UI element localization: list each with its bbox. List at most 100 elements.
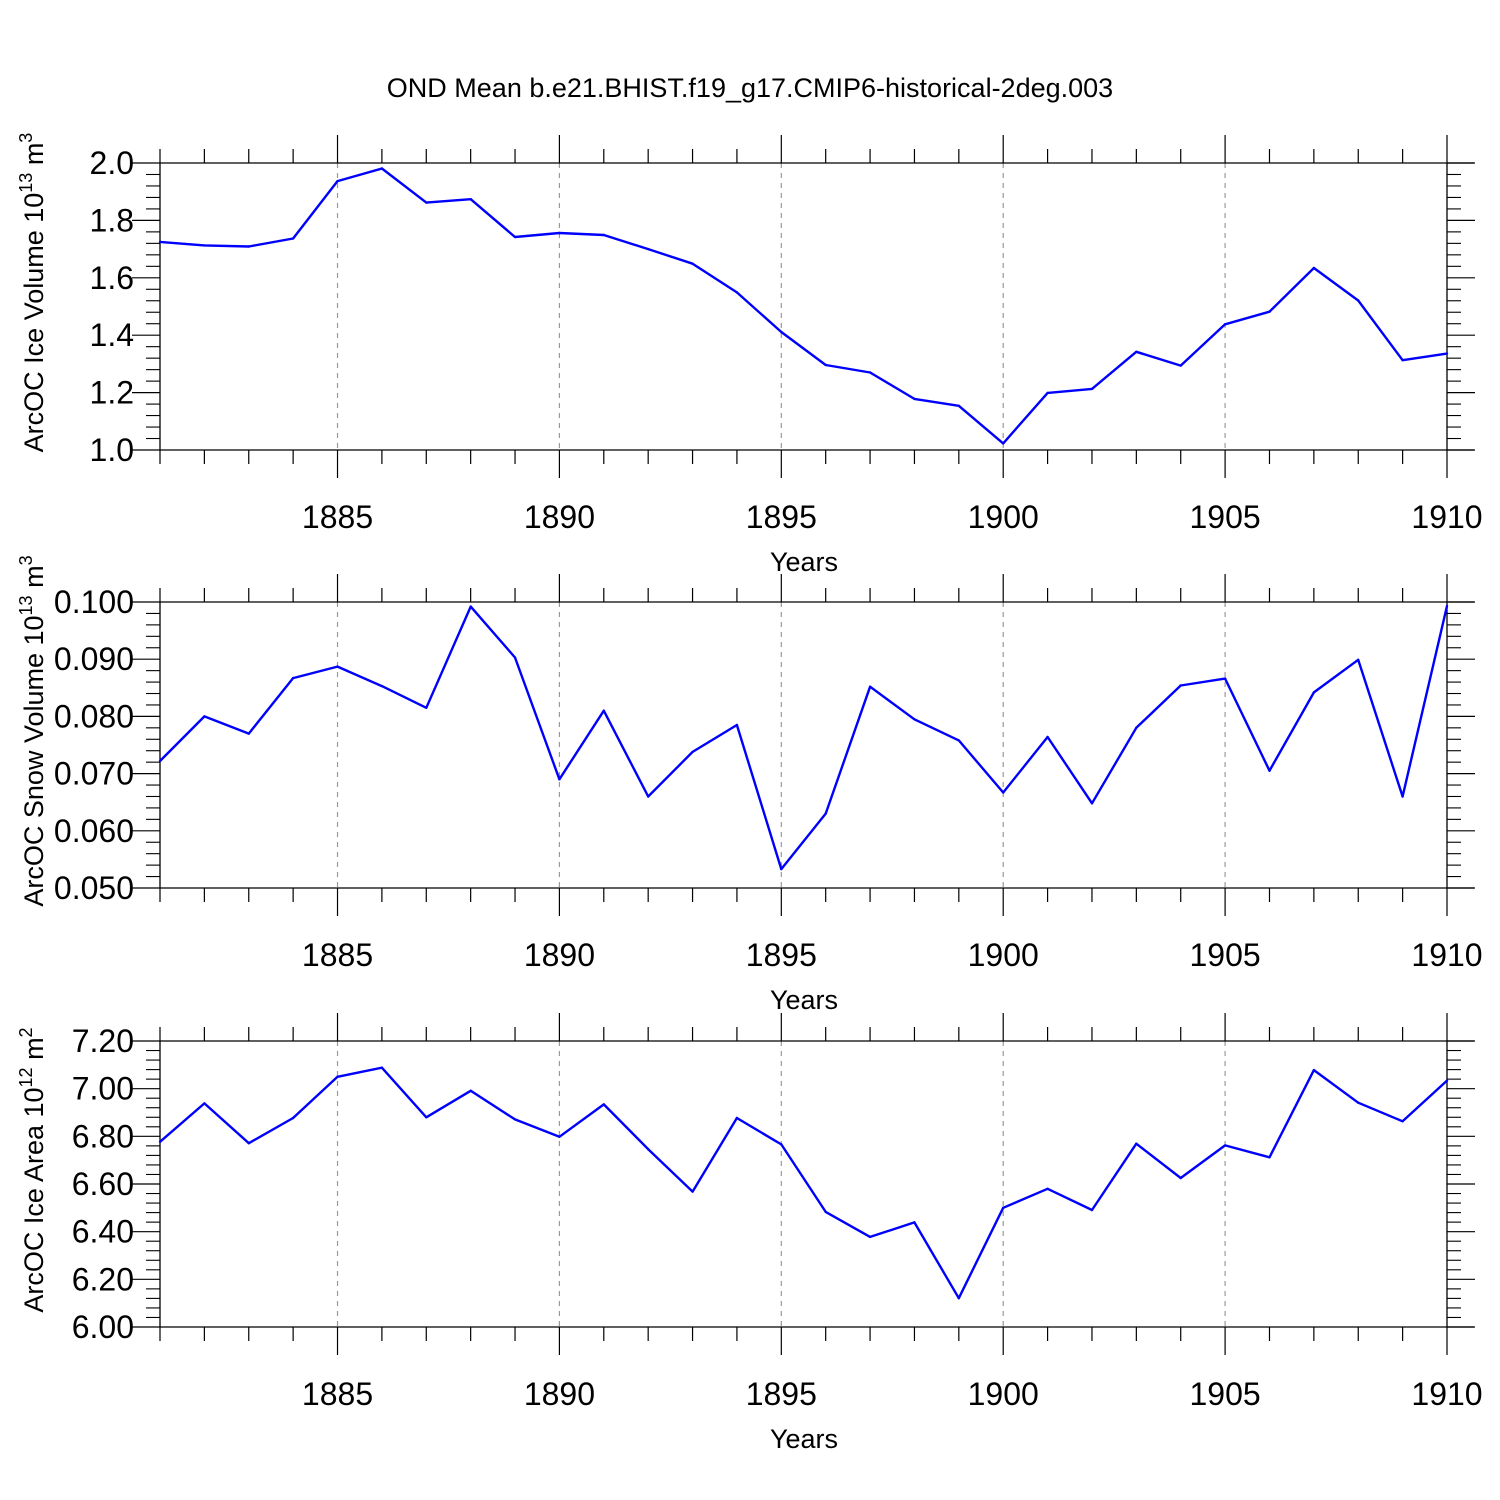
chart-panel-1: 1.0 1.2 1.4 1.6 1.8 2.0 1885 1890 1895 1900 1905 19… xyxy=(16,133,1483,577)
data-point xyxy=(602,1103,605,1106)
data-point xyxy=(913,718,916,721)
data-point xyxy=(1223,677,1227,680)
data-point xyxy=(1002,1206,1005,1210)
y-tick-label: 0.100 xyxy=(54,584,134,620)
data-point xyxy=(380,684,384,688)
chart-panel-3: 6.00 6.20 6.40 6.60 6.80 7.00 7.20 1885 1890 1895… xyxy=(16,1013,1483,1454)
x-tick-label: 1905 xyxy=(1190,1376,1261,1412)
data-point xyxy=(558,1135,561,1139)
x-tick-label: 1885 xyxy=(302,1376,373,1412)
data-point xyxy=(780,330,783,334)
y-tick-label: 0.080 xyxy=(54,698,134,734)
data-point xyxy=(336,179,339,183)
y-tick-label: 1.2 xyxy=(90,375,134,411)
data-point xyxy=(247,732,250,735)
data-point xyxy=(780,867,783,871)
data-point xyxy=(1002,791,1005,794)
data-point xyxy=(1090,802,1094,805)
data-point xyxy=(558,231,561,235)
data-point xyxy=(824,1210,827,1214)
data-point xyxy=(158,759,162,763)
data-point xyxy=(735,1116,739,1120)
data-point xyxy=(1223,323,1227,326)
chart-panel-2: 0.050 0.060 0.070 0.080 0.090 0.100 1885 1890 18… xyxy=(16,555,1483,1015)
data-point xyxy=(469,605,472,608)
y-tick-label: 6.80 xyxy=(72,1118,134,1154)
data-point xyxy=(469,1089,472,1093)
y-tick-label: 1.4 xyxy=(90,317,134,353)
y-tick-label: 6.20 xyxy=(72,1261,134,1297)
data-point xyxy=(1445,352,1449,355)
y-axis-label: ArcOC Snow Volume 1013 m3 xyxy=(16,555,49,906)
x-tick-label: 1895 xyxy=(746,937,817,973)
data-point xyxy=(957,1297,960,1300)
data-point xyxy=(602,709,605,712)
data-point xyxy=(1268,310,1271,313)
data-point xyxy=(336,665,339,668)
data-point xyxy=(247,1142,250,1145)
data-point xyxy=(1445,1079,1449,1082)
data-point xyxy=(203,715,206,718)
data-point xyxy=(203,244,206,247)
y-tick-label: 7.00 xyxy=(72,1071,134,1107)
y-tick-label: 1.8 xyxy=(90,202,134,238)
data-point xyxy=(1312,1068,1316,1072)
x-tick-label: 1905 xyxy=(1190,937,1261,973)
chart-title: OND Mean b.e21.BHIST.f19_g17.CMIP6-histo… xyxy=(387,73,1113,103)
data-point xyxy=(380,1066,384,1069)
data-point xyxy=(425,706,428,709)
data-point xyxy=(647,247,650,251)
data-point xyxy=(691,262,694,265)
y-tick-label: 6.40 xyxy=(72,1214,134,1250)
data-point xyxy=(1135,726,1138,729)
y-tick-label: 0.050 xyxy=(54,870,134,906)
data-point xyxy=(513,235,517,239)
data-point xyxy=(1268,1156,1271,1159)
x-axis-label: Years xyxy=(770,1424,838,1454)
series-line xyxy=(159,605,1449,871)
data-point xyxy=(691,750,694,754)
data-point xyxy=(913,397,916,401)
data-point xyxy=(1401,359,1404,362)
y-tick-label: 6.60 xyxy=(72,1166,134,1202)
data-point xyxy=(1179,684,1182,687)
series-line xyxy=(159,167,1448,445)
y-tick-label: 0.070 xyxy=(54,756,134,792)
x-axis-label: Years xyxy=(770,547,838,577)
data-point xyxy=(1090,1208,1094,1212)
data-point xyxy=(513,656,517,659)
data-point xyxy=(158,1140,162,1144)
y-tick-label: 0.060 xyxy=(54,813,134,849)
data-point xyxy=(780,1143,783,1146)
data-point xyxy=(469,198,472,201)
data-point xyxy=(868,685,872,688)
data-point xyxy=(247,245,250,248)
data-point xyxy=(1046,391,1049,395)
x-axis-label: Years xyxy=(770,985,838,1015)
data-point xyxy=(957,739,960,742)
y-axis-label: ArcOC Ice Area 1012 m2 xyxy=(16,1027,49,1312)
data-point xyxy=(957,404,960,407)
y-tick-label: 7.20 xyxy=(72,1023,134,1059)
data-point xyxy=(1179,364,1182,367)
series-line xyxy=(159,1066,1448,1300)
data-point xyxy=(913,1221,916,1224)
data-point xyxy=(647,1148,650,1151)
data-point xyxy=(1312,691,1316,694)
x-tick-label: 1885 xyxy=(302,499,373,535)
x-tick-label: 1890 xyxy=(524,1376,595,1412)
x-tick-label: 1900 xyxy=(968,1376,1039,1412)
data-point xyxy=(203,1102,206,1105)
data-point xyxy=(1445,604,1449,608)
data-point xyxy=(425,1116,428,1119)
data-point xyxy=(1135,350,1138,353)
x-tick-label: 1900 xyxy=(968,937,1039,973)
data-point xyxy=(1357,658,1360,661)
data-point xyxy=(647,795,650,798)
data-point xyxy=(1223,1144,1227,1147)
data-point xyxy=(1312,266,1316,270)
data-point xyxy=(425,201,428,204)
x-tick-label: 1890 xyxy=(524,937,595,973)
data-point xyxy=(824,363,827,367)
data-point xyxy=(291,1116,295,1120)
